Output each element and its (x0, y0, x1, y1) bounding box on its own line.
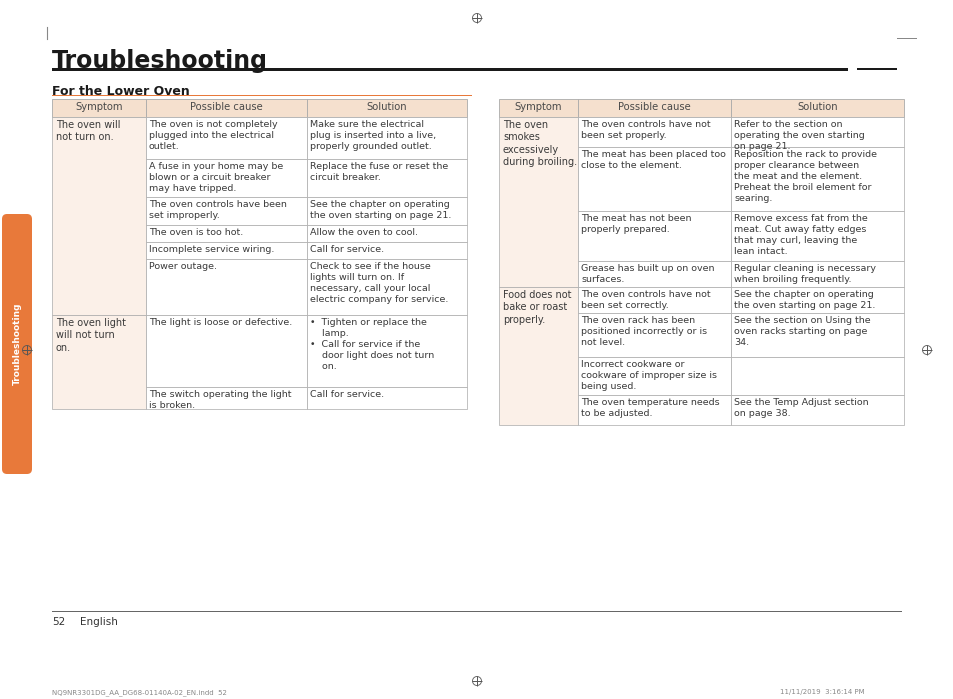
Text: Symptom: Symptom (515, 102, 561, 112)
Bar (307, 117, 467, 159)
Text: Remove excess fat from the
meat. Cut away fatty edges
that may curl, leaving the: Remove excess fat from the meat. Cut awa… (733, 214, 867, 257)
Text: 11/11/2019  3:16:14 PM: 11/11/2019 3:16:14 PM (780, 689, 863, 695)
Text: See the section on Using the
oven racks starting on page
34.: See the section on Using the oven racks … (733, 316, 870, 347)
Text: Allow the oven to cool.: Allow the oven to cool. (310, 228, 417, 237)
Bar (730, 357, 903, 395)
Text: The oven light
will not turn
on.: The oven light will not turn on. (56, 318, 126, 353)
Bar (146, 99, 307, 117)
Bar (498, 287, 578, 425)
Text: The oven temperature needs
to be adjusted.: The oven temperature needs to be adjuste… (580, 398, 719, 418)
Bar (146, 197, 307, 225)
Bar (307, 315, 467, 387)
Text: Regular cleaning is necessary
when broiling frequently.: Regular cleaning is necessary when broil… (733, 264, 875, 284)
Text: Power outage.: Power outage. (149, 262, 216, 271)
Text: Solution: Solution (797, 102, 837, 112)
Text: Symptom: Symptom (75, 102, 123, 112)
Bar (578, 211, 730, 261)
Bar (146, 259, 307, 315)
Text: See the Temp Adjust section
on page 38.: See the Temp Adjust section on page 38. (733, 398, 868, 418)
Text: Possible cause: Possible cause (618, 102, 690, 112)
Bar (578, 147, 730, 211)
Bar (307, 259, 467, 315)
Text: The light is loose or defective.: The light is loose or defective. (149, 318, 292, 327)
Bar (856, 68, 896, 70)
Text: Call for service.: Call for service. (310, 390, 384, 399)
Text: English: English (80, 617, 118, 627)
Text: The oven controls have not
been set properly.: The oven controls have not been set prop… (580, 120, 710, 140)
Bar (307, 99, 467, 117)
Bar (146, 387, 307, 409)
Text: Grease has built up on oven
surfaces.: Grease has built up on oven surfaces. (580, 264, 714, 284)
Bar (730, 261, 903, 287)
Bar (578, 395, 730, 425)
Text: Possible cause: Possible cause (190, 102, 263, 112)
Bar (730, 117, 903, 147)
Text: A fuse in your home may be
blown or a circuit breaker
may have tripped.: A fuse in your home may be blown or a ci… (149, 162, 283, 193)
Bar (498, 99, 578, 117)
Text: 52: 52 (52, 617, 65, 627)
Text: See the chapter on operating
the oven starting on page 21.: See the chapter on operating the oven st… (310, 200, 451, 220)
Text: For the Lower Oven: For the Lower Oven (52, 85, 190, 98)
Text: Food does not
bake or roast
properly.: Food does not bake or roast properly. (502, 290, 571, 325)
Bar (578, 357, 730, 395)
Bar (578, 313, 730, 357)
Text: Replace the fuse or reset the
circuit breaker.: Replace the fuse or reset the circuit br… (310, 162, 448, 182)
Bar (52, 68, 847, 71)
Text: Troubleshooting: Troubleshooting (52, 49, 268, 73)
Text: The oven will
not turn on.: The oven will not turn on. (56, 120, 120, 143)
Text: Troubleshooting: Troubleshooting (12, 303, 22, 385)
Bar (146, 315, 307, 387)
Bar (578, 287, 730, 313)
Text: The meat has been placed too
close to the element.: The meat has been placed too close to th… (580, 150, 725, 170)
Bar (730, 395, 903, 425)
Text: Incomplete service wiring.: Incomplete service wiring. (149, 245, 274, 254)
Text: The oven is too hot.: The oven is too hot. (149, 228, 243, 237)
Text: The oven controls have been
set improperly.: The oven controls have been set improper… (149, 200, 287, 220)
Text: Incorrect cookware or
cookware of improper size is
being used.: Incorrect cookware or cookware of improp… (580, 360, 717, 391)
Bar (578, 117, 730, 147)
Bar (307, 159, 467, 197)
Text: The oven rack has been
positioned incorrectly or is
not level.: The oven rack has been positioned incorr… (580, 316, 706, 347)
Bar (730, 211, 903, 261)
Text: The oven controls have not
been set correctly.: The oven controls have not been set corr… (580, 290, 710, 310)
Text: The oven is not completely
plugged into the electrical
outlet.: The oven is not completely plugged into … (149, 120, 277, 151)
Text: Solution: Solution (366, 102, 407, 112)
Text: The meat has not been
properly prepared.: The meat has not been properly prepared. (580, 214, 691, 234)
Text: Refer to the section on
operating the oven starting
on page 21.: Refer to the section on operating the ov… (733, 120, 863, 151)
Bar (307, 242, 467, 259)
Bar (730, 99, 903, 117)
Bar (896, 38, 916, 39)
Bar (146, 225, 307, 242)
Bar (52, 99, 146, 117)
Bar (52, 95, 472, 96)
Bar (730, 147, 903, 211)
Bar (578, 99, 730, 117)
Bar (578, 261, 730, 287)
Bar (730, 313, 903, 357)
Bar (307, 225, 467, 242)
Bar (146, 242, 307, 259)
Text: Check to see if the house
lights will turn on. If
necessary, call your local
ele: Check to see if the house lights will tu… (310, 262, 448, 304)
Bar (307, 387, 467, 409)
Text: NQ9NR3301DG_AA_DG68-01140A-02_EN.indd  52: NQ9NR3301DG_AA_DG68-01140A-02_EN.indd 52 (52, 689, 227, 696)
Text: The oven
smokes
excessively
during broiling.: The oven smokes excessively during broil… (502, 120, 577, 167)
Bar (52, 117, 146, 315)
Bar (52, 315, 146, 409)
Bar (498, 117, 578, 287)
Text: •  Tighten or replace the
    lamp.
•  Call for service if the
    door light do: • Tighten or replace the lamp. • Call fo… (310, 318, 434, 371)
Text: The switch operating the light
is broken.: The switch operating the light is broken… (149, 390, 292, 410)
Bar (146, 159, 307, 197)
Bar (307, 197, 467, 225)
Bar (146, 117, 307, 159)
Text: Call for service.: Call for service. (310, 245, 384, 254)
Text: Make sure the electrical
plug is inserted into a live,
properly grounded outlet.: Make sure the electrical plug is inserte… (310, 120, 436, 151)
FancyBboxPatch shape (2, 214, 32, 474)
Text: See the chapter on operating
the oven starting on page 21.: See the chapter on operating the oven st… (733, 290, 875, 310)
Bar (730, 287, 903, 313)
Text: Reposition the rack to provide
proper clearance between
the meat and the element: Reposition the rack to provide proper cl… (733, 150, 876, 203)
